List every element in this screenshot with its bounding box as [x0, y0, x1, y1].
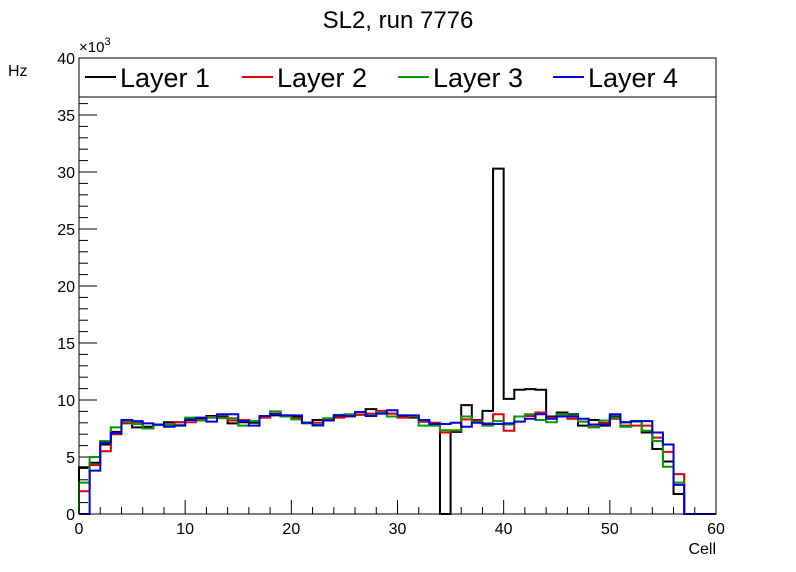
legend-box	[78, 57, 717, 98]
y-axis-label: Hz	[8, 63, 28, 80]
legend-entry-layer-1: Layer 1	[85, 63, 210, 93]
y-exponent-label: ×103	[79, 36, 111, 56]
series-line-layer-3	[78, 410, 716, 515]
series-group	[78, 167, 716, 515]
y-tick-label: 35	[57, 108, 75, 125]
y-exponent-base: ×10	[79, 39, 104, 56]
x-tick-label: 20	[282, 521, 300, 538]
y-tick-label: 5	[66, 450, 75, 467]
x-tick-label: 60	[707, 521, 725, 538]
legend-label: Layer 2	[277, 63, 367, 93]
y-tick-label: 20	[57, 279, 75, 296]
x-tick-label: 0	[75, 521, 84, 538]
x-tick-label: 40	[495, 521, 513, 538]
y-tick-label: 0	[66, 507, 75, 524]
axis-ticks: 0 10 20 30 40 50 60 0 5 10 15 20 25 30 35 40	[57, 51, 725, 538]
series-line-layer-1	[78, 167, 716, 515]
y-tick-label: 15	[57, 336, 75, 353]
y-tick-label: 40	[57, 51, 75, 68]
y-tick-label: 10	[57, 393, 75, 410]
plot-frame	[78, 57, 717, 515]
y-exponent-power: 3	[104, 36, 110, 48]
legend-entry-layer-2: Layer 2	[242, 63, 367, 93]
chart-title: SL2, run 7776	[323, 7, 474, 34]
y-tick-label: 30	[57, 165, 75, 182]
legend-entry-layer-3: Layer 3	[398, 63, 523, 93]
legend-label: Layer 4	[588, 63, 678, 93]
legend-label: Layer 3	[433, 63, 523, 93]
series-line-layer-4	[79, 409, 716, 515]
y-tick-label: 25	[57, 222, 75, 239]
x-tick-label: 10	[176, 521, 194, 538]
legend: Layer 1 Layer 2 Layer 3 Layer 4	[78, 57, 717, 98]
x-axis-label: Cell	[688, 541, 716, 558]
legend-entry-layer-4: Layer 4	[553, 63, 678, 93]
x-tick-label: 30	[389, 521, 407, 538]
x-tick-label: 50	[601, 521, 619, 538]
legend-label: Layer 1	[120, 63, 210, 93]
